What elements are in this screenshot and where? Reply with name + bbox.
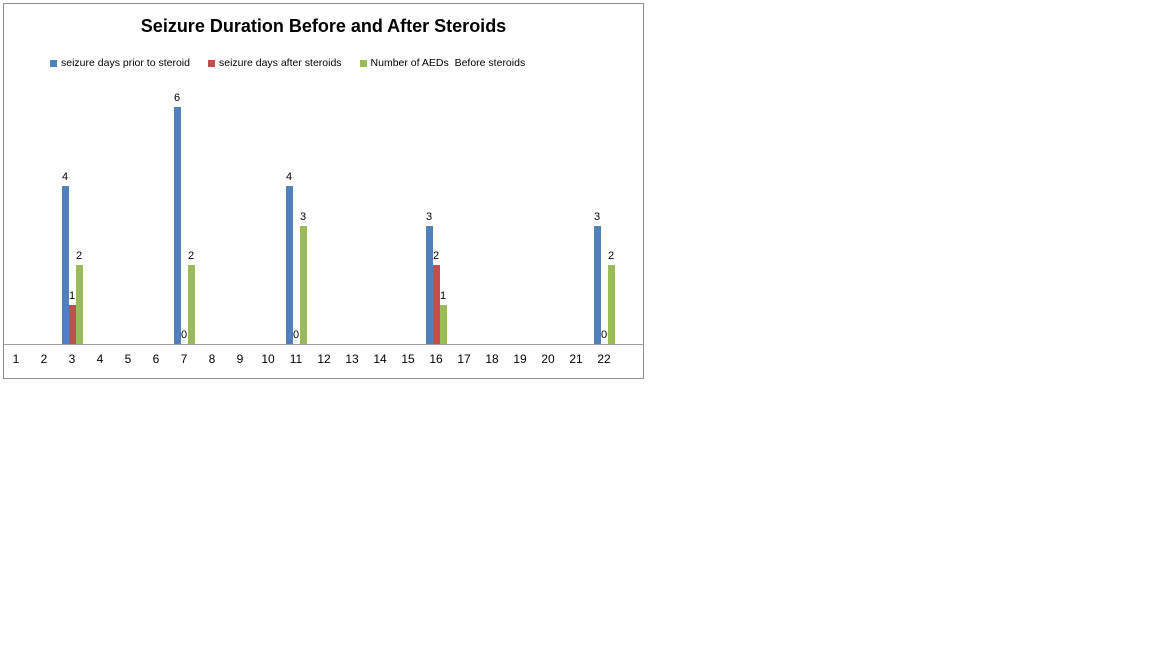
chart-title: Seizure Duration Before and After Steroi… <box>140 16 507 36</box>
legend-swatch-icon <box>207 59 215 67</box>
x-axis-tick-label: 2 <box>40 352 48 366</box>
legend-label: Number of AEDs Before steroids <box>370 57 526 69</box>
plot-area: 1 2 3 4 1 2 4 5 6 7 6 0 2 8 9 10 11 4 0 3 12 13 14 15 16 3 2 1 17 18 1… <box>4 4 643 378</box>
bar-value-label: 2 <box>75 250 83 262</box>
bar <box>173 107 181 344</box>
x-axis-tick-label: 8 <box>208 352 216 366</box>
bar-value-label: 1 <box>439 289 447 302</box>
bar <box>432 265 440 344</box>
legend-swatch-icon <box>359 59 367 67</box>
bar <box>61 186 69 344</box>
chart-legend: seizure days prior to steroid seizure day… <box>50 57 525 69</box>
legend-label: seizure days prior to steroid <box>61 57 190 69</box>
legend-item: seizure days prior to steroid <box>50 57 190 69</box>
x-axis-tick-label: 5 <box>124 352 132 366</box>
bar <box>68 304 76 344</box>
x-axis-tick-label: 11 <box>289 352 303 366</box>
bar-value-label: 0 <box>600 329 608 341</box>
legend-label: seizure days after steroids <box>218 57 342 69</box>
bar <box>607 265 615 344</box>
bar-value-label: 1 <box>68 289 76 302</box>
bar-value-label: 3 <box>593 210 601 223</box>
bar <box>187 265 195 344</box>
bar-value-label: 4 <box>285 171 293 183</box>
bar-value-label: 3 <box>425 210 433 223</box>
bar <box>285 186 293 344</box>
bar <box>299 225 307 344</box>
legend-swatch-icon <box>50 59 57 67</box>
bar <box>593 225 601 344</box>
chart-frame[interactable]: Seizure Duration Before and After Steroi… <box>3 3 644 379</box>
x-axis-tick-label: 21 <box>569 352 583 366</box>
bar <box>425 225 433 344</box>
x-axis-tick-label: 4 <box>96 352 104 366</box>
legend-item: seizure days after steroids <box>207 57 342 69</box>
x-axis-tick-label: 1 <box>12 352 20 366</box>
bar-value-label: 2 <box>432 250 440 262</box>
x-axis-tick-label: 19 <box>513 352 527 366</box>
x-axis-tick-label: 17 <box>457 352 471 366</box>
legend-item: Number of AEDs Before steroids <box>359 57 526 69</box>
x-axis-tick-label: 22 <box>597 352 611 366</box>
bar-value-label: 3 <box>299 210 307 223</box>
bar <box>75 265 83 344</box>
x-axis-tick-label: 14 <box>373 352 387 366</box>
x-axis-tick-label: 12 <box>317 352 331 366</box>
x-axis-tick-label: 13 <box>345 352 359 366</box>
x-axis-tick-label: 10 <box>261 352 275 366</box>
x-axis-tick-label: 15 <box>401 352 415 366</box>
x-axis-tick-label: 20 <box>541 352 555 366</box>
bar-value-label: 6 <box>173 92 181 104</box>
bar-value-label: 2 <box>187 250 195 262</box>
bar-value-label: 0 <box>180 329 188 341</box>
bar-value-label: 4 <box>61 171 69 183</box>
bar <box>439 304 447 344</box>
x-axis-tick-label: 6 <box>152 352 160 366</box>
bar-value-label: 0 <box>292 329 300 341</box>
x-axis-tick-label: 18 <box>485 352 499 366</box>
x-axis-tick-label: 9 <box>236 352 244 366</box>
x-axis-line <box>4 344 643 345</box>
x-axis-tick-label: 16 <box>429 352 443 366</box>
bar-value-label: 2 <box>607 250 615 262</box>
x-axis-tick-label: 7 <box>180 352 188 366</box>
x-axis-tick-label: 3 <box>68 352 76 366</box>
